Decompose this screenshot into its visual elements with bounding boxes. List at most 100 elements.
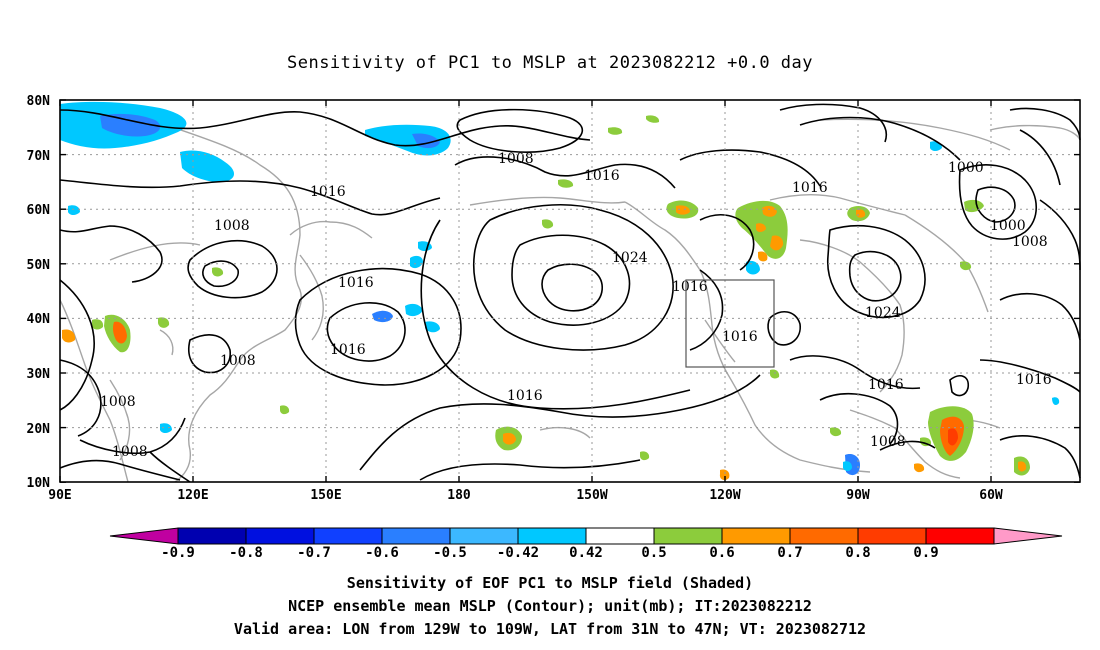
shade-positive-pnw-a-core [676,205,690,215]
lon-tick-label: 150W [576,488,607,503]
lat-tick-label: 10N [27,476,51,491]
shade-positive-canada-core2 [770,235,784,251]
shade-positive-gulf2 [830,427,842,437]
contour-label: 1008 [870,434,906,450]
contour-label: 1016 [338,275,374,291]
shade-positive-caribbean-hot [948,428,958,446]
lat-tick-label: 60N [27,203,51,218]
contour-label: 1016 [507,388,543,404]
lon-tick-label: 180 [447,488,471,503]
colorbar-tick-label: 0.5 [641,545,666,561]
lon-tick-label: 60W [979,488,1003,503]
colorbar-tick-label: 0.42 [569,545,603,561]
shade-positive-india-core [112,321,127,344]
colorbar-tick-label: -0.9 [161,545,195,561]
contour-label: 1000 [948,160,984,176]
colorbar-arrow-right [993,527,1063,545]
contour-label: 1000 [990,218,1026,234]
colorbar-swatch [177,527,247,545]
shade-positive-mid [280,405,290,415]
shade-positive-atl-low-core [1018,461,1027,472]
contour-label: 1016 [672,279,708,295]
shade-positive-canada-core [762,205,777,217]
map-frame [59,99,1081,483]
lon-tick-label: 90W [846,488,870,503]
contour-label: 1016 [310,184,346,200]
colorbar-arrow-left [109,527,179,545]
shade-negative-atl [1052,397,1060,406]
contour-label: 1008 [498,151,534,167]
colorbar-swatch [925,527,995,545]
colorbar-swatch [245,527,315,545]
shade-positive-se2 [914,463,925,473]
lat-tick-label: 20N [27,422,51,437]
contour-label: 1008 [100,394,136,410]
shade-positive-north [608,127,623,135]
colorbar-swatch [721,527,791,545]
colorbar-tick-label: -0.7 [297,545,331,561]
contour-label: 1024 [612,250,648,266]
map-panel: 1008 1016 1000 1000 1008 1016 1008 1024 … [27,94,1081,503]
shading [60,101,1060,481]
caption-line: Valid area: LON from 129W to 109W, LAT f… [234,620,866,638]
shade-negative-b [425,321,440,333]
colorbar-swatch [857,527,927,545]
graticule [60,100,1080,482]
contour-label: 1016 [330,342,366,358]
shade-positive-sw [640,451,650,461]
lat-tick-label: 50N [27,258,51,273]
caption: Sensitivity of EOF PC1 to MSLP field (Sh… [234,574,866,638]
colorbar-swatch [585,527,655,545]
colorbar-labels: -0.9 -0.8 -0.7 -0.6 -0.5 -0.42 0.42 0.5 … [161,545,939,561]
figure-title: Sensitivity of PC1 to MSLP at 2023082212… [287,53,813,73]
colorbar-swatch [517,527,587,545]
contour-label: 1008 [220,353,256,369]
colorbar [109,527,1063,545]
colorbar-tick-label: 0.8 [845,545,870,561]
colorbar-swatch [313,527,383,545]
shade-positive-alaska2 [542,219,554,229]
contour-label: 1008 [112,444,148,460]
shade-positive-asia [212,267,224,277]
colorbar-tick-label: -0.42 [497,545,539,561]
lat-axis: 80N 70N 60N 50N 40N 30N 20N 10N [27,94,51,491]
shade-positive-mex [719,469,730,481]
map-background [60,100,1080,482]
lon-axis: 90E 120E 150E 180 150W 120W 90W 60W [48,488,1003,503]
lat-tick-label: 80N [27,94,51,109]
caption-line: Sensitivity of EOF PC1 to MSLP field (Sh… [347,574,753,592]
contour-label: 1008 [1012,234,1048,250]
lon-tick-label: 90E [48,488,71,503]
lat-tick-label: 30N [27,367,51,382]
shade-negative-arctic-core [100,113,161,137]
shade-negative-70n [180,150,235,182]
shade-positive-atl2 [770,369,780,379]
shade-negative-40n [372,310,393,323]
colorbar-swatch [449,527,519,545]
shade-positive-india-w [62,329,76,343]
colorbar-swatch [789,527,859,545]
colorbar-tick-label: 0.9 [913,545,938,561]
shade-negative-c [160,423,172,433]
colorbar-tick-label: 0.7 [777,545,802,561]
shade-positive-pac-core [503,432,516,445]
colorbar-tick-label: 0.6 [709,545,734,561]
lon-tick-label: 120E [177,488,208,503]
colorbar-swatch [653,527,723,545]
contour-label: 1016 [868,377,904,393]
colorbar-tick-label: -0.8 [229,545,263,561]
shade-positive-ne [960,261,972,271]
contour-label: 1008 [214,218,250,234]
shade-positive-pac2 [158,317,170,328]
contour-label: 1016 [722,329,758,345]
contour-label: 1016 [1016,372,1052,388]
shade-positive-alaska [558,179,574,188]
contour-label: 1016 [584,168,620,184]
lat-tick-label: 70N [27,149,51,164]
shade-negative-50n [410,255,423,269]
contour-labels: 1008 1016 1000 1000 1008 1016 1008 1024 … [100,151,1052,460]
colorbar-tick-label: -0.6 [365,545,399,561]
shade-positive-canada-core3 [756,223,766,232]
colorbar-swatch [381,527,451,545]
